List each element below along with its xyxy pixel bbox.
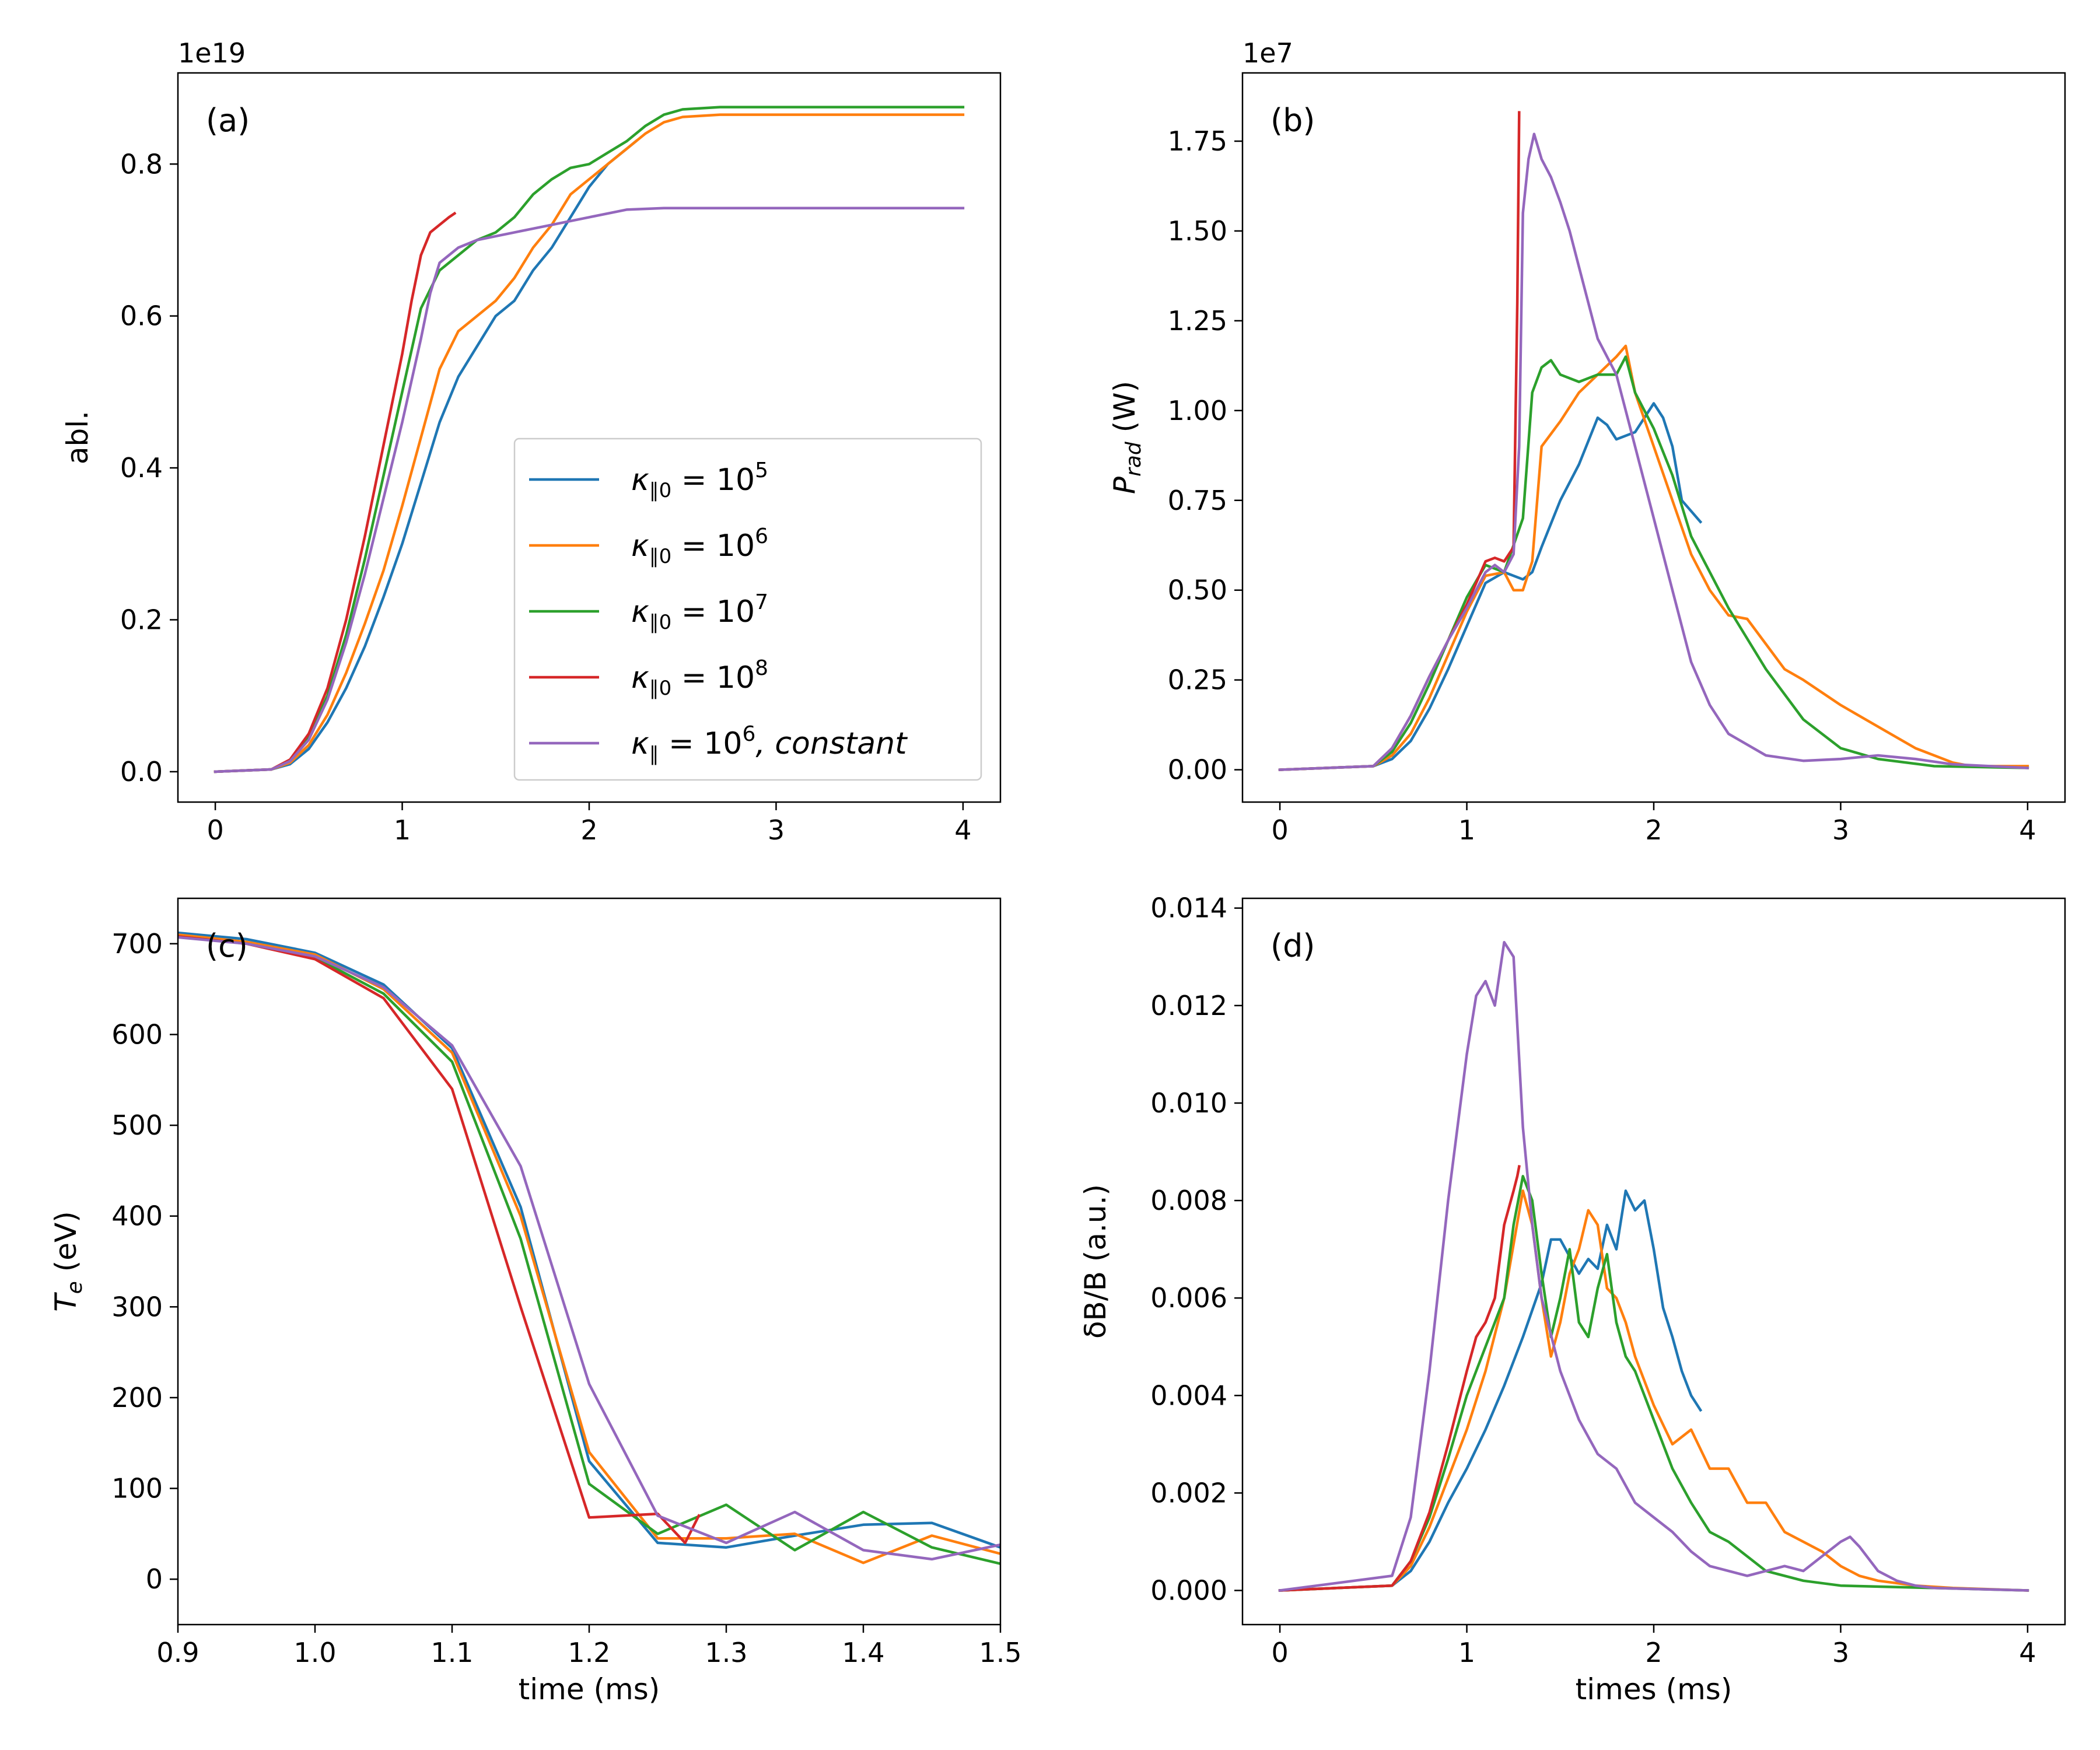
x-tick-label-a: 0: [206, 814, 223, 846]
x-tick-label-c: 1.0: [293, 1637, 336, 1668]
x-tick-label-d: 1: [1458, 1637, 1475, 1668]
series-line-d-4: [1278, 940, 2029, 1592]
offset-text-a: 1e19: [178, 37, 246, 69]
x-axis-label-c: time (ms): [519, 1672, 660, 1706]
y-tick-label-d: 0.006: [1150, 1282, 1227, 1314]
y-axis-label-a: abl.: [61, 411, 94, 464]
panel-d: 0 1 2 3 4 0.000 0.002 0.004 0.006 0.008 0.010 0.012…: [1079, 892, 2066, 1706]
x-tick-label-b: 3: [1832, 814, 1849, 846]
series-line-a-2: [214, 106, 965, 774]
series-line-c-4: [178, 936, 1000, 1561]
panel-label-c: (c): [206, 928, 248, 964]
series-line-a-4: [214, 206, 965, 774]
y-tick-label-b: 1.75: [1168, 125, 1227, 157]
y-tick-label-c: 700: [111, 928, 163, 960]
x-tick-label-c: 1.2: [568, 1637, 610, 1668]
series-line-c-2: [178, 935, 1000, 1566]
panel-label-b: (b): [1270, 102, 1315, 139]
x-tick-label-b: 1: [1458, 814, 1475, 846]
series-line-b-4: [1278, 132, 2029, 771]
legend-label-k5: κ∥0 = 105: [631, 459, 768, 502]
y-tick-label-d: 0.000: [1150, 1575, 1227, 1606]
y-tick-label-a: 0.0: [120, 756, 163, 788]
x-tick-label-d: 0: [1271, 1637, 1288, 1668]
y-tick-label-a: 0.8: [120, 148, 163, 180]
x-tick-label-c: 1.4: [842, 1637, 884, 1668]
y-tick-label-d: 0.002: [1150, 1477, 1227, 1508]
series-line-d-3: [1278, 1164, 1521, 1592]
series-line-b-2: [1278, 355, 2029, 771]
series-line-a-3: [214, 211, 457, 774]
y-tick-label-c: 300: [111, 1291, 163, 1322]
x-tick-label-a: 2: [580, 814, 597, 846]
y-axis-label-b: Prad (W): [1108, 381, 1146, 494]
x-tick-label-c: 1.5: [979, 1637, 1021, 1668]
y-tick-label-b: 0.75: [1168, 485, 1227, 516]
panel-b: 0 1 2 3 4 0.00 0.25 0.50 0.75 1.00 1.25 1.50 1.75 1e7…: [1108, 37, 2066, 846]
legend-label-kc: κ∥ = 106, constant: [631, 722, 908, 766]
series-line-b-0: [1278, 402, 1703, 771]
y-tick-label-d: 0.014: [1150, 892, 1227, 924]
axes-frame-d: [1241, 897, 2066, 1626]
legend-frame: [513, 438, 982, 781]
y-tick-label-c: 600: [111, 1019, 163, 1050]
y-tick-label-a: 0.4: [120, 452, 163, 484]
series-line-c-0: [178, 931, 1000, 1549]
panel-a: 0 1 2 3 4 0.0 0.2 0.4 0.6 0.8 1e19 (a) abl.: [61, 37, 1002, 846]
series-line-d-1: [1278, 1189, 2029, 1592]
series-line-a-0: [214, 139, 638, 774]
series-line-b-1: [1278, 344, 2029, 771]
y-tick-label-c: 400: [111, 1200, 163, 1232]
y-tick-label-b: 1.50: [1168, 215, 1227, 247]
y-tick-label-b: 1.00: [1168, 395, 1227, 426]
series-line-d-2: [1278, 1175, 2029, 1592]
series-line-a-1: [214, 113, 965, 774]
y-tick-label-c: 0: [146, 1563, 163, 1595]
x-tick-label-a: 1: [394, 814, 411, 846]
y-tick-label-b: 0.00: [1168, 754, 1227, 786]
axes-frame-b: [1241, 72, 2066, 803]
legend-label-k8: κ∥0 = 108: [631, 656, 768, 700]
y-tick-label-d: 0.010: [1150, 1087, 1227, 1119]
x-tick-label-c: 0.9: [156, 1637, 199, 1668]
y-tick-label-d: 0.004: [1150, 1380, 1227, 1411]
x-tick-label-b: 4: [2019, 814, 2036, 846]
offset-text-b: 1e7: [1242, 37, 1293, 69]
series-line-d-0: [1278, 1189, 1703, 1592]
y-axis-label-c: Te (eV): [49, 1211, 87, 1312]
x-tick-label-a: 4: [954, 814, 971, 846]
x-tick-label-d: 2: [1645, 1637, 1662, 1668]
x-tick-label-c: 1.1: [430, 1637, 473, 1668]
series-line-b-3: [1278, 111, 1521, 771]
y-tick-label-a: 0.6: [120, 300, 163, 332]
y-axis-label-d: δB/B (a.u.): [1079, 1184, 1112, 1339]
series-line-c-3: [178, 935, 701, 1545]
x-tick-label-a: 3: [768, 814, 785, 846]
y-tick-label-c: 200: [111, 1382, 163, 1413]
y-tick-label-b: 0.50: [1168, 575, 1227, 606]
y-tick-label-c: 500: [111, 1110, 163, 1141]
x-tick-label-d: 4: [2019, 1637, 2036, 1668]
y-tick-label-c: 100: [111, 1473, 163, 1504]
x-tick-label-c: 1.3: [705, 1637, 747, 1668]
legend-label-k7: κ∥0 = 107: [631, 590, 768, 634]
panel-label-a: (a): [206, 102, 250, 139]
y-tick-label-a: 0.2: [120, 604, 163, 636]
legend-label-k6: κ∥0 = 106: [631, 524, 768, 568]
y-tick-label-d: 0.012: [1150, 990, 1227, 1021]
panel-c: 0.9 1.0 1.1 1.2 1.3 1.4 1.5 0 100 200 300 400 500 600…: [49, 897, 1022, 1706]
x-tick-label-b: 0: [1271, 814, 1288, 846]
x-axis-label-d: times (ms): [1576, 1672, 1732, 1706]
x-tick-label-d: 3: [1832, 1637, 1849, 1668]
y-tick-label-b: 1.25: [1168, 305, 1227, 337]
legend: κ∥0 = 105 κ∥0 = 106 κ∥0 = 107 κ∥0 = 108 κ∥ =…: [513, 438, 982, 781]
panel-label-d: (d): [1270, 928, 1315, 964]
series-line-c-1: [178, 933, 1000, 1564]
y-tick-label-d: 0.008: [1150, 1185, 1227, 1216]
y-tick-label-b: 0.25: [1168, 664, 1227, 696]
x-tick-label-b: 2: [1645, 814, 1662, 846]
